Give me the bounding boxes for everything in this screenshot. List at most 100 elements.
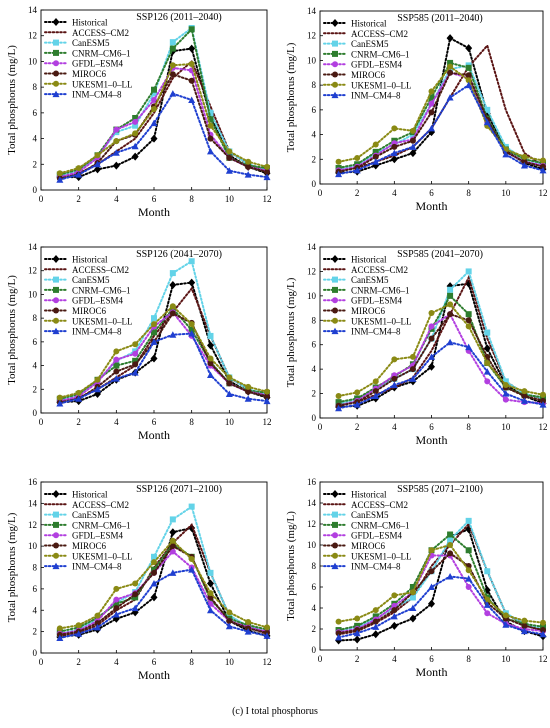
data-point: [540, 163, 546, 170]
data-point: [483, 344, 491, 353]
legend-marker: [332, 71, 338, 78]
data-point: [132, 118, 139, 125]
legend: HistoricalACCESS–CM2CanESM5CNRM–CM6–1GFD…: [323, 490, 412, 572]
series-line: [337, 65, 544, 163]
legend-label: INM–CM4–8: [72, 90, 122, 100]
legend-marker: [332, 276, 338, 283]
x-tick-label: 0: [39, 417, 44, 427]
series-line: [58, 62, 268, 175]
x-tick-label: 12: [539, 188, 548, 198]
chart-panel-4: 0 2 4 6 8 10 12 0 2 4 6 8 10 12 14 Month Total phosphoru…: [285, 242, 548, 447]
data-point: [132, 341, 139, 348]
x-tick-label: 8: [189, 657, 194, 667]
y-tick-label: 12: [307, 266, 316, 276]
data-point: [447, 69, 454, 76]
legend-marker: [332, 297, 338, 304]
data-point: [390, 149, 398, 157]
y-tick-label: 8: [312, 80, 317, 90]
data-point: [113, 348, 120, 355]
data-point: [428, 599, 435, 608]
legend-label: Historical: [72, 255, 108, 265]
y-tick-label: 4: [312, 364, 317, 374]
data-point: [131, 142, 139, 150]
legend-label: CNRM–CM6–1: [72, 48, 131, 58]
data-point: [245, 158, 252, 165]
data-point: [354, 389, 361, 396]
legend-marker: [332, 511, 338, 518]
series-8: [335, 338, 547, 412]
series-line: [337, 71, 544, 173]
data-point: [465, 317, 472, 324]
legend-label: INM–CM4–8: [72, 327, 122, 337]
legend-marker: [332, 40, 338, 47]
data-point: [428, 100, 435, 107]
data-point: [465, 584, 472, 590]
legend-label: MIROC6: [72, 69, 107, 79]
y-tick-label: 0: [33, 648, 38, 658]
data-point: [447, 292, 454, 299]
data-point: [132, 350, 139, 357]
data-point: [409, 366, 416, 373]
data-point: [465, 323, 472, 330]
data-point: [94, 160, 101, 168]
data-point: [391, 607, 398, 614]
data-point: [150, 593, 158, 602]
data-point: [409, 604, 417, 611]
y-tick-label: 8: [33, 563, 38, 573]
legend-marker: [53, 49, 59, 56]
data-point: [225, 390, 233, 398]
x-tick-label: 6: [429, 188, 434, 198]
data-point: [539, 630, 547, 638]
data-point: [372, 378, 379, 385]
legend: HistoricalACCESS–CM2CanESM5CNRM–CM6–1GFD…: [323, 19, 412, 101]
x-tick-label: 4: [392, 654, 397, 664]
data-point: [483, 368, 491, 375]
data-point: [521, 388, 528, 395]
data-point: [447, 286, 454, 293]
data-point: [409, 614, 417, 623]
data-point: [113, 356, 120, 363]
data-point: [150, 119, 158, 127]
data-point: [244, 628, 252, 635]
data-point: [188, 258, 195, 265]
data-point: [207, 109, 214, 116]
legend-label: MIROC6: [72, 541, 107, 551]
legend-marker: [52, 255, 60, 263]
data-point: [521, 153, 528, 160]
legend-marker: [52, 90, 60, 98]
series-line: [58, 304, 268, 399]
data-point: [188, 327, 195, 333]
data-point: [483, 601, 491, 608]
legend: HistoricalACCESS–CM2CanESM5CNRM–CM6–1GFD…: [44, 255, 133, 337]
data-point: [188, 61, 195, 67]
data-point: [226, 154, 233, 161]
y-tick-label: 8: [312, 561, 317, 571]
x-tick-label: 4: [392, 188, 397, 198]
y-tick-label: 4: [33, 361, 38, 371]
data-point: [484, 378, 491, 385]
legend-marker: [332, 552, 338, 559]
data-point: [226, 612, 233, 619]
data-point: [390, 381, 398, 389]
data-point: [409, 127, 416, 134]
y-tick-label: 8: [33, 313, 38, 323]
data-point: [150, 134, 158, 143]
x-tick-label: 8: [189, 194, 194, 204]
x-tick-label: 12: [263, 657, 272, 667]
data-point: [372, 630, 380, 639]
data-point: [169, 528, 177, 537]
legend-label: ACCESS–CM2: [351, 265, 408, 275]
x-axis-label: Month: [415, 665, 447, 679]
legend-marker: [52, 18, 60, 26]
data-point: [245, 163, 252, 170]
legend-marker: [53, 307, 59, 314]
legend-marker: [53, 70, 59, 77]
data-point: [169, 270, 176, 277]
legend-marker: [331, 327, 339, 335]
data-point: [335, 404, 343, 412]
data-point: [226, 148, 233, 155]
data-point: [169, 516, 176, 523]
data-point: [353, 635, 361, 644]
legend-marker: [53, 542, 59, 549]
data-point: [225, 167, 233, 174]
